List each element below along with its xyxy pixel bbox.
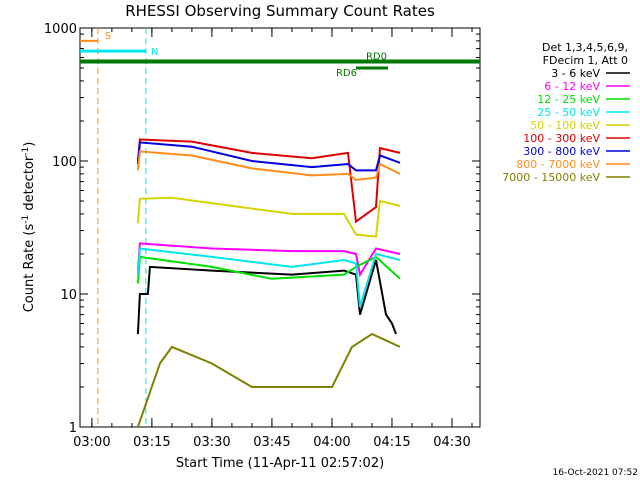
legend-header-line-1: Det 1,3,4,5,6,9, (542, 41, 628, 54)
flag-s-label: S (105, 31, 111, 42)
y-tick-label: 1 (69, 421, 77, 436)
legend-item-label: 6 - 12 keV (544, 80, 600, 93)
legend-item-label: 3 - 6 keV (551, 67, 600, 80)
legend-item-label: 100 - 300 keV (523, 132, 600, 145)
flags-layer: S N RD0 RD6 (80, 28, 480, 427)
y-axis-label-part2: detector (22, 155, 37, 215)
x-tick-label: 04:30 (433, 435, 470, 450)
x-tick-label: 03:00 (73, 435, 110, 450)
legend-item-label: 7000 - 15000 keV (502, 171, 600, 184)
chart-title: RHESSI Observing Summary Count Rates (125, 2, 435, 20)
x-tick-label: 04:15 (373, 435, 410, 450)
flag-rd6-label: RD6 (336, 68, 357, 79)
x-tick-label: 04:00 (313, 435, 350, 450)
series-line (136, 138, 401, 224)
y-axis-label-sup1: -1 (21, 215, 31, 224)
series-line (136, 242, 401, 278)
y-tick-label: 1000 (44, 22, 77, 37)
series-line (136, 141, 401, 172)
series-line (136, 196, 401, 238)
x-tick-label: 03:30 (193, 435, 230, 450)
y-axis-label: Count Rate (s-1 detector-1) (21, 142, 37, 313)
y-axis-label-sup2: -1 (21, 147, 31, 156)
x-tick-label: 03:45 (253, 435, 290, 450)
y-axis-label-part3: ) (22, 142, 37, 147)
legend-header-line-2: FDecim 1, Att 0 (543, 54, 628, 67)
y-tick-label: 100 (52, 155, 77, 170)
y-axis: 1 10 100 1000 (44, 22, 480, 436)
legend-item-label: 50 - 100 keV (530, 119, 600, 132)
series-line (136, 247, 401, 308)
render-timestamp: 16-Oct-2021 07:52 (553, 468, 638, 478)
legend-item-label: 12 - 25 keV (537, 93, 600, 106)
series-line (136, 332, 401, 428)
legend: Det 1,3,4,5,6,9, FDecim 1, Att 0 3 - 6 k… (502, 41, 630, 184)
legend-item-label: 800 - 7000 keV (516, 158, 600, 171)
series-line (136, 255, 401, 284)
x-axis-label: Start Time (11-Apr-11 02:57:02) (176, 456, 384, 471)
plot-frame (79, 27, 481, 428)
flag-rd0-label: RD0 (366, 51, 387, 62)
series-line (136, 150, 401, 182)
y-axis-label-part1: Count Rate (s (22, 224, 37, 313)
series-layer (136, 138, 401, 428)
legend-item-label: 25 - 50 keV (537, 106, 600, 119)
series-line (136, 259, 397, 335)
y-tick-label: 10 (60, 288, 77, 303)
legend-item-label: 300 - 800 keV (523, 145, 600, 158)
x-axis: 03:00 03:15 03:30 03:45 04:00 04:15 04:30 (73, 28, 473, 450)
x-tick-label: 03:15 (133, 435, 170, 450)
flag-n-label: N (151, 47, 158, 58)
